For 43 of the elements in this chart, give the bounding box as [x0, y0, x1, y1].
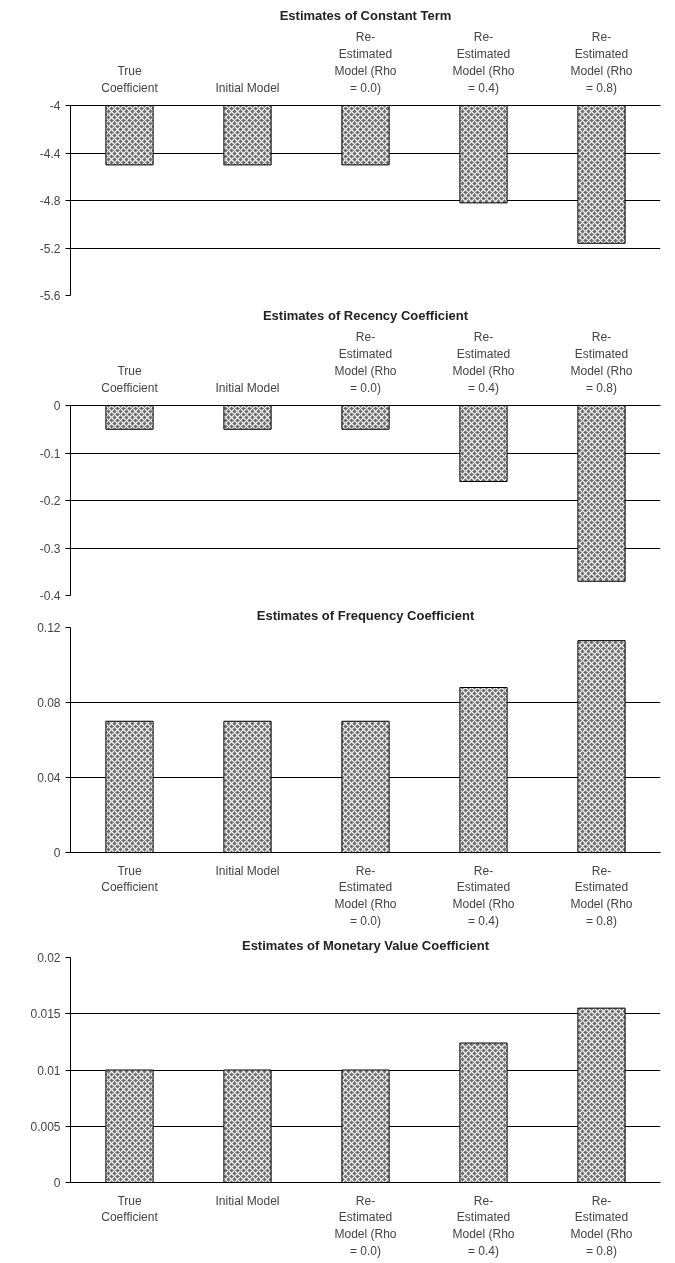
- y-tick-label: -4: [49, 99, 61, 113]
- chart-title: Estimates of Recency Coefficient: [262, 307, 469, 323]
- y-tick-label: 0.02: [37, 951, 61, 965]
- y-tick-label: -0.3: [39, 541, 61, 556]
- x-tick-label: Initial Model: [215, 380, 280, 395]
- x-tick-label: True Coefficient: [101, 1193, 159, 1225]
- x-tick-label: Initial Model: [215, 80, 280, 95]
- x-tick-label: True Coefficient: [101, 863, 159, 895]
- x-tick-label: Initial Model: [215, 1193, 280, 1208]
- chart-title: Estimates of Constant Term: [279, 7, 452, 23]
- x-tick-label: Re- Estimated Model (Rho = 0.8): [570, 30, 633, 95]
- y-tick-label: 0.12: [37, 621, 61, 635]
- x-tick-label: Re- Estimated Model (Rho = 0.4): [452, 863, 515, 928]
- x-tick-label: Re- Estimated Model (Rho = 0.4): [452, 1193, 515, 1258]
- y-tick-label: 0.015: [30, 1007, 61, 1022]
- x-tick-label: Initial Model: [215, 863, 280, 878]
- x-tick-label: Re- Estimated Model (Rho = 0.0): [334, 330, 397, 395]
- x-tick-label: Re- Estimated Model (Rho = 0.8): [570, 330, 633, 395]
- y-tick-label: 0.08: [37, 696, 61, 710]
- y-tick-label: -0.1: [39, 446, 61, 461]
- x-tick-label: Re- Estimated Model (Rho = 0.8): [570, 863, 633, 928]
- x-tick-label: Re- Estimated Model (Rho = 0.8): [570, 1193, 633, 1258]
- y-tick-label: 0: [53, 846, 61, 860]
- x-tick-label: True Coefficient: [101, 63, 159, 95]
- chart-title: Estimates of Monetary Value Coefficient: [241, 937, 490, 953]
- y-tick-label: 0: [53, 1176, 61, 1190]
- chart-title: Estimates of Frequency Coefficient: [256, 607, 475, 623]
- y-tick-label: -4.4: [39, 146, 61, 161]
- x-tick-label: Re- Estimated Model (Rho = 0.4): [452, 30, 515, 95]
- y-tick-label: -0.2: [39, 494, 61, 508]
- y-tick-label: 0.005: [30, 1119, 61, 1134]
- x-tick-label: Re- Estimated Model (Rho = 0.0): [334, 863, 397, 928]
- x-tick-label: Re- Estimated Model (Rho = 0.0): [334, 30, 397, 95]
- y-tick-label: 0.01: [37, 1063, 61, 1078]
- y-tick-label: -0.4: [39, 589, 61, 603]
- y-tick-label: -5.6: [39, 289, 61, 303]
- x-tick-label: Re- Estimated Model (Rho = 0.4): [452, 330, 515, 395]
- y-tick-label: -4.8: [39, 194, 61, 208]
- x-tick-label: Re- Estimated Model (Rho = 0.0): [334, 1193, 397, 1258]
- y-tick-label: -5.2: [39, 241, 61, 256]
- x-tick-label: True Coefficient: [101, 363, 159, 395]
- y-tick-label: 0.04: [37, 771, 61, 785]
- y-tick-label: 0: [53, 399, 61, 413]
